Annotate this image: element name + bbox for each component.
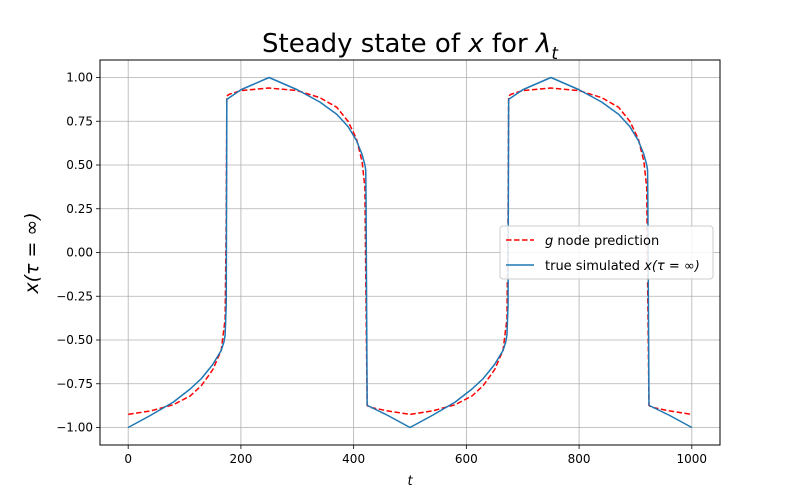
- x-tick-label: 800: [568, 452, 591, 466]
- y-tick-label: 1.00: [66, 71, 93, 85]
- x-tick-label: 600: [455, 452, 478, 466]
- x-tick-label: 0: [124, 452, 132, 466]
- y-tick-label: −1.00: [56, 421, 93, 435]
- series-lines: [127, 76, 693, 429]
- legend: g node prediction true simulated x(τ = ∞…: [499, 225, 714, 280]
- x-tick-label: 200: [229, 452, 252, 466]
- y-tick-label: −0.25: [56, 289, 93, 303]
- legend-label-g-node: g node prediction: [545, 234, 659, 249]
- legend-box: [499, 225, 714, 280]
- y-tick-label: −0.50: [56, 333, 93, 347]
- y-tick-label: 0.25: [66, 202, 93, 216]
- y-tick-label: 0.00: [66, 246, 93, 260]
- x-axis-label: t: [407, 474, 413, 489]
- legend-label-true-simulated: true simulated x(τ = ∞): [545, 259, 700, 274]
- series-line-true-simulated: [127, 76, 693, 429]
- y-tick-label: −0.75: [56, 377, 93, 391]
- chart-title: Steady state of x for λt: [262, 29, 559, 64]
- x-tick-label: 400: [342, 452, 365, 466]
- series-line-g-node-prediction: [128, 87, 692, 416]
- y-tick-label: 0.50: [66, 158, 93, 172]
- y-axis-label: x(τ = ∞): [21, 212, 43, 294]
- y-tick-label: 0.75: [66, 114, 93, 128]
- axis-ticks: 0 200 400 600 800 1000 −1.00 −0.75 −0.50 −0.25 0.0…: [56, 71, 707, 467]
- x-tick-label: 1000: [677, 452, 708, 466]
